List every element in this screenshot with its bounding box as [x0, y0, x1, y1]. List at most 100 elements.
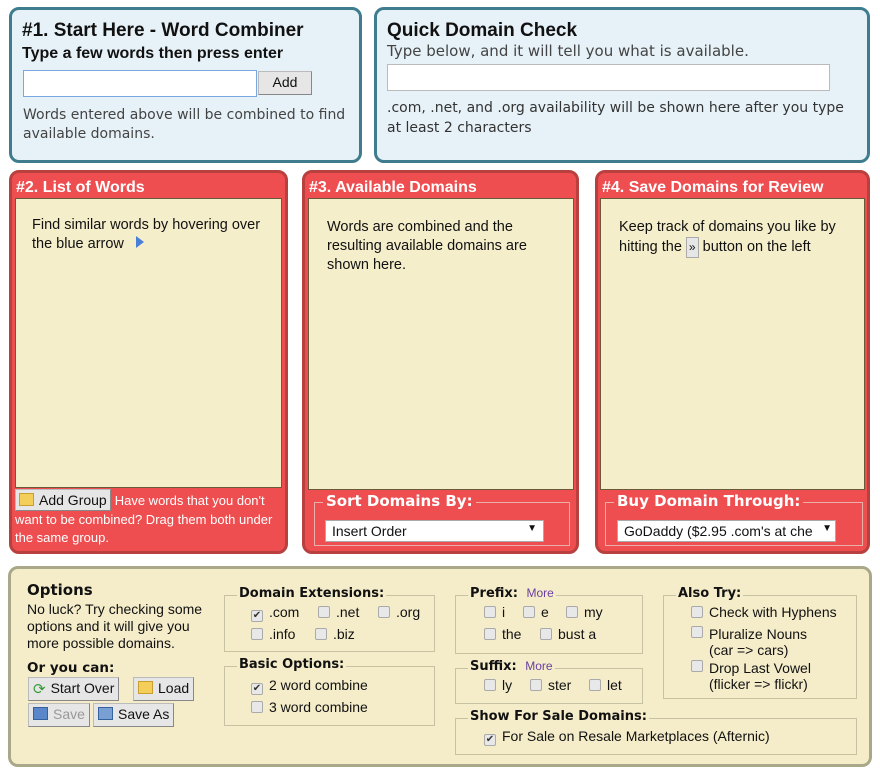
ext-net[interactable]: .net — [318, 604, 359, 620]
prefix-my[interactable]: my — [566, 604, 603, 620]
options-title: Options — [27, 581, 93, 599]
checkbox[interactable] — [589, 679, 601, 691]
for-sale-label: For Sale on Resale Marketplaces (Afterni… — [502, 728, 770, 744]
drop-last-vowel[interactable]: Drop Last Vowel (flicker => flickr) — [691, 660, 811, 692]
prefix-the[interactable]: the — [484, 626, 521, 642]
prefix-label: e — [541, 604, 549, 620]
ext-label: .com — [269, 604, 300, 620]
registrar-select[interactable]: GoDaddy ($2.95 .com's at che ▼ — [617, 520, 836, 542]
combiner-help: Words entered above will be combined to … — [23, 107, 346, 142]
add-group-button[interactable]: Add Group — [15, 489, 111, 511]
quick-domain-check-box: Quick Domain Check Type below, and it wi… — [374, 7, 870, 163]
add-button[interactable]: Add — [258, 71, 312, 95]
suffix-label: ster — [548, 677, 572, 693]
checkbox[interactable] — [484, 606, 496, 618]
prefix-label: i — [502, 604, 506, 620]
checkbox[interactable] — [691, 606, 703, 618]
panel2-title: #2. List of Words — [16, 179, 145, 196]
panel2-text: Find similar words by hovering over the … — [32, 217, 261, 252]
checkbox[interactable] — [566, 606, 578, 618]
also-try-legend: Also Try: — [676, 586, 744, 602]
save-button-example: » — [685, 237, 699, 258]
checkbox[interactable] — [251, 701, 263, 713]
domain-extensions-fieldset: Domain Extensions: ✔ .com .net .org .info… — [224, 586, 435, 652]
option-label: 3 word combine — [269, 699, 368, 715]
suffix-fieldset: Suffix: More ly ster let — [455, 659, 643, 704]
ext-info[interactable]: .info — [251, 626, 295, 642]
checkbox[interactable] — [484, 628, 496, 640]
prefix-e[interactable]: e — [523, 604, 549, 620]
panel4-text-after: button on the left — [702, 239, 811, 255]
prefix-i[interactable]: i — [484, 604, 505, 620]
also-note: (flicker => flickr) — [709, 676, 808, 692]
load-label: Load — [158, 680, 190, 696]
checkbox[interactable] — [530, 679, 542, 691]
panel3-title: #3. Available Domains — [309, 179, 477, 196]
ext-biz[interactable]: .biz — [315, 626, 355, 642]
prefix-fieldset: Prefix: More i e my the bust a — [455, 586, 643, 654]
checkbox[interactable] — [378, 606, 390, 618]
suffix-more-link[interactable]: More — [525, 659, 553, 673]
word-input[interactable] — [23, 70, 257, 97]
panel4-text-before: Keep track of domains you like by hittin… — [619, 219, 836, 255]
sort-legend: Sort Domains By: — [323, 492, 476, 510]
prefix-bust-a[interactable]: bust a — [540, 626, 596, 642]
check-hyphens[interactable]: Check with Hyphens — [691, 604, 837, 620]
group-help-text: Have words that you don't want to be com… — [15, 493, 273, 545]
ext-com[interactable]: ✔ .com — [251, 604, 299, 622]
for-sale-fieldset: Show For Sale Domains: ✔ For Sale on Resa… — [455, 709, 857, 755]
save-domains-panel: #4. Save Domains for Review Keep track o… — [595, 170, 870, 554]
checkbox[interactable] — [484, 679, 496, 691]
checkbox[interactable] — [318, 606, 330, 618]
suffix-ster[interactable]: ster — [530, 677, 571, 693]
ext-label: .net — [336, 604, 360, 620]
two-word-combine[interactable]: ✔ 2 word combine — [251, 677, 368, 695]
quick-domain-input[interactable] — [387, 64, 830, 91]
blue-arrow-icon — [135, 236, 144, 248]
sort-fieldset: Sort Domains By: Insert Order ▼ — [314, 492, 570, 546]
save-button[interactable]: Save — [28, 703, 90, 727]
panel3-text: Words are combined and the resulting ava… — [327, 219, 527, 273]
for-sale-legend: Show For Sale Domains: — [468, 709, 649, 724]
start-over-label: Start Over — [50, 680, 115, 696]
prefix-more-link[interactable]: More — [526, 586, 554, 600]
three-word-combine[interactable]: 3 word combine — [251, 699, 368, 715]
folder-icon — [19, 493, 34, 506]
buy-fieldset: Buy Domain Through: GoDaddy ($2.95 .com'… — [605, 492, 863, 546]
checkbox[interactable] — [315, 628, 327, 640]
checkbox[interactable] — [691, 626, 703, 638]
pluralize-nouns[interactable]: Pluralize Nouns (car => cars) — [691, 626, 807, 658]
suffix-let[interactable]: let — [589, 677, 622, 693]
for-sale-afternic[interactable]: ✔ For Sale on Resale Marketplaces (Aftern… — [484, 728, 770, 746]
checkbox[interactable] — [540, 628, 552, 640]
load-button[interactable]: Load — [133, 677, 195, 701]
prefix-label: bust a — [558, 626, 597, 642]
checkbox[interactable] — [251, 628, 263, 640]
checkbox-checked[interactable]: ✔ — [484, 734, 496, 746]
start-over-button[interactable]: ⟳ Start Over — [28, 677, 120, 701]
checkbox[interactable] — [523, 606, 535, 618]
buy-legend: Buy Domain Through: — [614, 492, 804, 510]
quick-subtitle: Type below, and it will tell you what is… — [387, 42, 749, 60]
suffix-ly[interactable]: ly — [484, 677, 512, 693]
checkbox[interactable] — [691, 660, 703, 672]
sort-value: Insert Order — [332, 523, 407, 539]
save-as-button[interactable]: Save As — [93, 703, 175, 727]
refresh-icon: ⟳ — [33, 681, 46, 698]
prefix-legend: Prefix: More — [468, 586, 556, 601]
prefix-label: the — [502, 626, 522, 642]
sort-select[interactable]: Insert Order ▼ — [325, 520, 544, 542]
ext-org[interactable]: .org — [378, 604, 420, 620]
suffix-legend-text: Suffix: — [470, 659, 517, 674]
also-label: Check with Hyphens — [709, 604, 837, 620]
dropdown-arrow-icon: ▼ — [527, 523, 537, 534]
checkbox-checked[interactable]: ✔ — [251, 683, 263, 695]
saved-domains-area: Keep track of domains you like by hittin… — [600, 198, 865, 490]
floppy-disk-icon — [33, 707, 48, 720]
quick-title: Quick Domain Check — [387, 20, 578, 41]
option-label: 2 word combine — [269, 677, 368, 693]
or-you-can-label: Or you can: — [27, 660, 115, 676]
checkbox-checked[interactable]: ✔ — [251, 610, 263, 622]
suffix-legend: Suffix: More — [468, 659, 555, 674]
available-domains-panel: #3. Available Domains Words are combined… — [302, 170, 579, 554]
